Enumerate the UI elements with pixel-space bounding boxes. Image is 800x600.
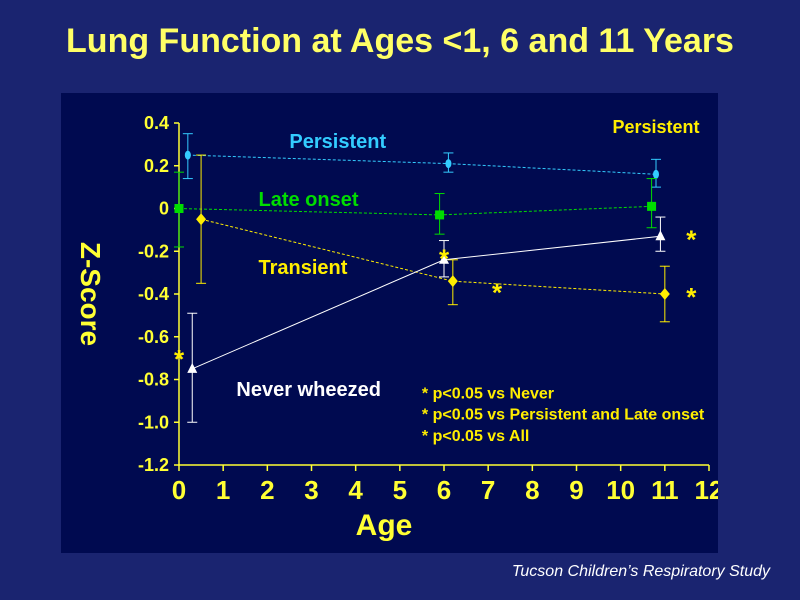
x-tick-label: 6 (437, 475, 451, 505)
series-transient: Transient (196, 154, 670, 323)
y-tick-label: -0.6 (138, 327, 169, 347)
data-point (439, 253, 449, 264)
series-label: Transient (259, 257, 348, 279)
x-tick-label: 8 (525, 475, 539, 505)
y-tick-label: 0.4 (144, 113, 169, 133)
x-tick-label: 5 (393, 475, 407, 505)
series-label: Late onset (259, 189, 359, 211)
x-tick-label: 11 (651, 475, 679, 505)
y-tick-label: -0.4 (138, 284, 169, 304)
legend-note: * p<0.05 vs All (422, 428, 529, 445)
corner-label: Persistent (612, 117, 699, 137)
data-point (174, 204, 184, 213)
x-tick-label: 4 (348, 475, 363, 505)
series-line (178, 205, 652, 216)
series-never-wheezed: Never wheezed (187, 216, 666, 423)
series-label: Never wheezed (236, 379, 381, 401)
x-tick-label: 2 (260, 475, 274, 505)
y-tick-label: -0.8 (138, 370, 169, 390)
data-point (187, 362, 198, 373)
data-point (184, 150, 191, 160)
data-point (647, 201, 657, 211)
series-persistent: Persistent (182, 131, 661, 188)
y-tick-label: -1.2 (138, 455, 169, 475)
data-point (447, 275, 458, 288)
footer-credit: Tucson Children’s Respiratory Study (511, 563, 770, 580)
chart-area: 0.4 0.2 0 -0.2 -0.4 -0.6 -0.8 -1.0 -1.2 0 1 2 3 4 5 6 7 8… (61, 93, 718, 553)
x-tick-label: 10 (606, 475, 635, 505)
slide-title: Lung Function at Ages <1, 6 and 11 Years (66, 22, 734, 60)
data-point (653, 169, 659, 179)
x-tick-label: 0 (172, 475, 186, 505)
y-tick-label: -0.2 (138, 241, 169, 261)
series-label: Persistent (289, 131, 386, 153)
significance-marker: * (686, 282, 697, 312)
data-point (655, 230, 666, 241)
data-point (445, 159, 452, 169)
x-tick-label: 7 (481, 475, 495, 505)
line-chart: 0.40.20-0.2-0.4-0.6-0.8-1.0-1.20 1 2 3 4 5 6 7 8… (75, 113, 718, 542)
y-axis-title: Z-Score (75, 242, 106, 346)
data-point (435, 210, 445, 220)
series-line (187, 154, 657, 175)
y-tick-label: -1.0 (138, 412, 169, 432)
y-tick-label: 0.2 (144, 156, 169, 176)
x-axis-title: Age (356, 509, 413, 542)
series-line (192, 235, 661, 370)
x-tick-label: 3 (304, 475, 318, 505)
legend-note: * p<0.05 vs Persistent and Late onset (422, 407, 705, 424)
significance-marker: * (686, 224, 697, 254)
legend-note: * p<0.05 vs Never (422, 385, 554, 402)
x-tick-label: 1 (216, 475, 230, 505)
y-tick-label: 0 (159, 199, 169, 219)
significance-marker: * (492, 278, 503, 308)
significance-marker: * (439, 244, 450, 274)
significance-marker: * (174, 344, 185, 374)
x-tick-label: 12 (695, 475, 718, 505)
series-line (200, 218, 665, 295)
data-point (196, 213, 207, 226)
x-tick-label: 9 (569, 475, 583, 505)
data-point (659, 288, 670, 300)
series-late-onset: Late onset (174, 171, 657, 248)
